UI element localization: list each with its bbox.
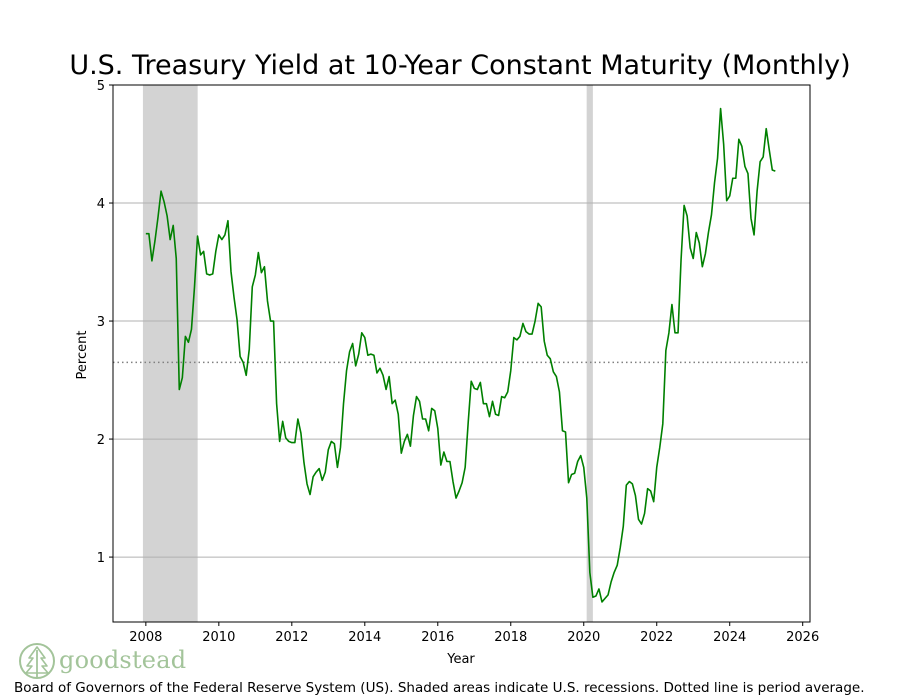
goodstead-logo: goodstead <box>18 642 186 680</box>
y-tick-label: 3 <box>97 315 105 330</box>
x-axis-ticks: 2008 2010 2012 2014 2016 2018 2020 2022 2024 2026 <box>129 622 819 645</box>
tree-icon <box>19 643 55 679</box>
x-tick-label: 2012 <box>275 630 308 645</box>
series-group <box>145 107 776 603</box>
chart-title: U.S. Treasury Yield at 10-Year Constant … <box>69 50 851 81</box>
y-axis-ticks: 1 2 3 4 5 <box>97 79 113 566</box>
plot-frame <box>112 84 811 623</box>
x-axis-label: Year <box>446 652 475 667</box>
x-tick-label: 2020 <box>567 630 600 645</box>
x-tick-label: 2010 <box>202 630 235 645</box>
logo-text: goodstead <box>59 646 187 674</box>
x-tick-label: 2024 <box>713 630 746 645</box>
x-tick-label: 2008 <box>129 630 162 645</box>
recession-bands <box>142 85 593 622</box>
y-tick-label: 1 <box>97 551 105 566</box>
x-tick-label: 2014 <box>348 630 381 645</box>
x-tick-label: 2026 <box>786 630 819 645</box>
y-axis-label: Percent <box>75 331 90 380</box>
series-line <box>145 107 776 603</box>
y-tick-label: 4 <box>97 197 105 212</box>
y-tick-label: 5 <box>97 79 105 94</box>
x-tick-label: 2022 <box>640 630 673 645</box>
x-tick-label: 2016 <box>421 630 454 645</box>
y-tick-label: 2 <box>97 433 105 448</box>
footnote: Board of Governors of the Federal Reserv… <box>14 680 865 696</box>
recession-band <box>586 85 593 622</box>
recession-band <box>142 85 198 622</box>
x-tick-label: 2018 <box>494 630 527 645</box>
